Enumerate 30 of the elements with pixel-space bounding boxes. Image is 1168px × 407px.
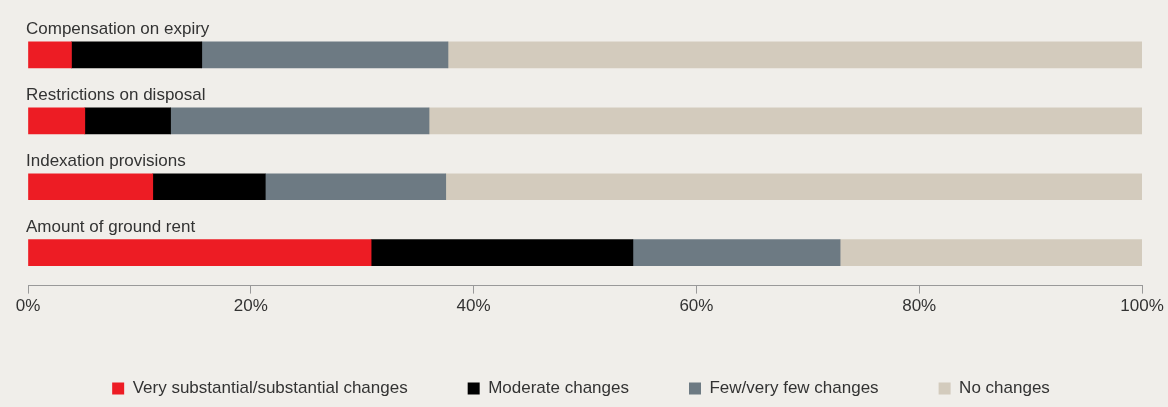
bar bbox=[170, 107, 430, 135]
bar bbox=[264, 173, 447, 201]
legend-label: Very substantial/substantial changes bbox=[132, 378, 408, 398]
y-tick-label: Indexation provisions bbox=[26, 150, 186, 170]
legend-label: Few/very few changes bbox=[709, 378, 879, 398]
bar bbox=[152, 173, 266, 201]
bar bbox=[28, 239, 372, 266]
x-tick-label: 0% bbox=[15, 296, 41, 316]
bar bbox=[28, 41, 72, 69]
bar bbox=[428, 107, 1142, 135]
bar bbox=[201, 41, 449, 69]
bar bbox=[632, 239, 841, 266]
x-tick-label: 20% bbox=[233, 296, 268, 316]
y-tick-label: Restrictions on disposal bbox=[26, 85, 206, 105]
legend-label: Moderate changes bbox=[488, 378, 629, 398]
x-tick-label: 60% bbox=[679, 296, 714, 316]
bar bbox=[28, 107, 86, 135]
bar bbox=[71, 41, 203, 69]
legend-label: No changes bbox=[959, 378, 1050, 398]
x-tick-label: 80% bbox=[902, 296, 937, 316]
bar bbox=[839, 239, 1142, 266]
x-tick-label: 40% bbox=[456, 296, 491, 316]
bar bbox=[28, 173, 154, 201]
bar bbox=[445, 173, 1142, 201]
bar bbox=[447, 41, 1142, 69]
y-tick-label: Amount of ground rent bbox=[26, 216, 196, 236]
bar bbox=[84, 107, 171, 135]
x-tick-label: 100% bbox=[1120, 296, 1164, 316]
y-tick-label: Compensation on expiry bbox=[26, 19, 210, 39]
bar bbox=[370, 239, 634, 266]
